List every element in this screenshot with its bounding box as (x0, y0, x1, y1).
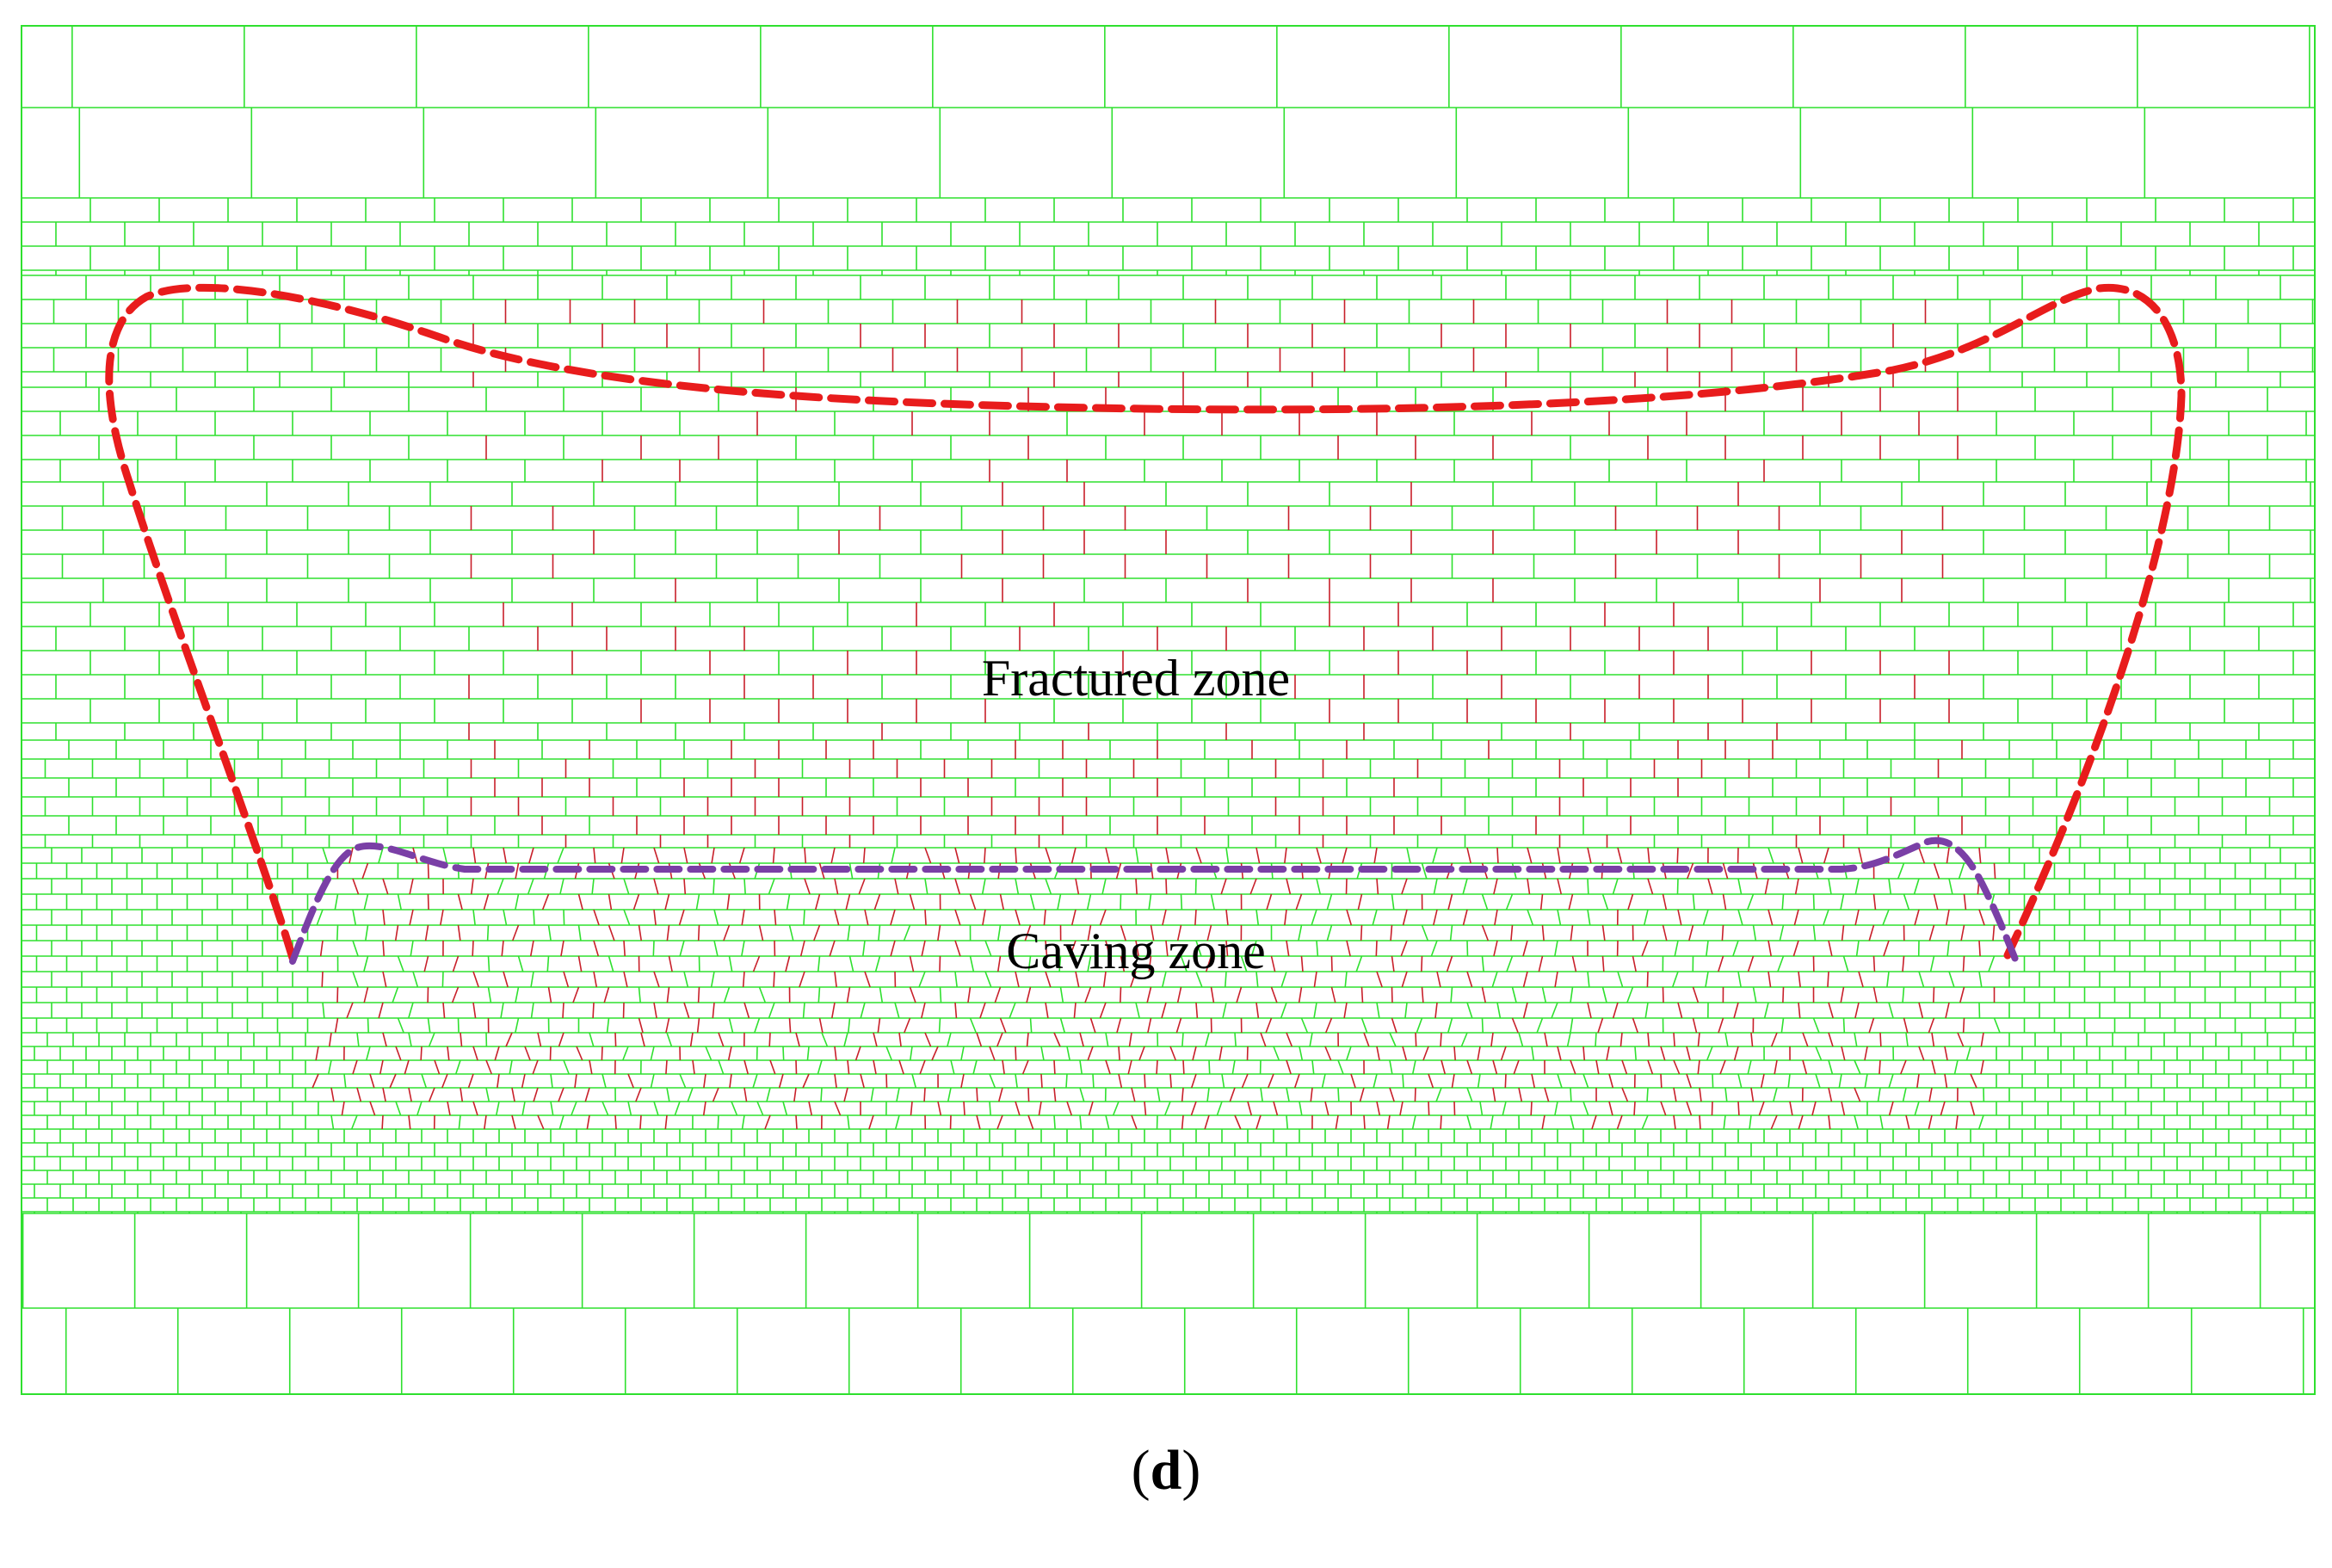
caving-zone-boundary (289, 836, 2021, 969)
fractured-zone-label: Fractured zone (982, 650, 1290, 707)
caving-zone-label: Caving zone (1006, 923, 1266, 979)
rock-block-mesh (21, 25, 2316, 1395)
fractured-joints (312, 299, 1996, 1130)
fractured-zone-boundary (105, 283, 2186, 962)
panel-label: (d) (1132, 1439, 1201, 1502)
